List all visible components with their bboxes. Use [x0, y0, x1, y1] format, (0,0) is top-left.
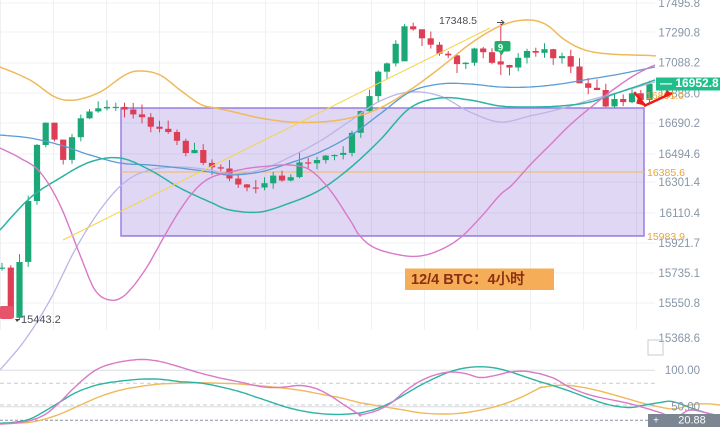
svg-text:15550.8: 15550.8 [658, 298, 700, 310]
svg-text:50.00: 50.00 [671, 402, 700, 414]
svg-text:12/4 BTC：4小时: 12/4 BTC：4小时 [411, 271, 525, 288]
svg-text:15735.1: 15735.1 [658, 268, 700, 280]
svg-text:17348.5: 17348.5 [439, 15, 477, 27]
svg-text:15983.9: 15983.9 [647, 231, 685, 243]
svg-text:17088.2: 17088.2 [658, 58, 700, 70]
svg-text:15368.6: 15368.6 [658, 333, 700, 345]
svg-text:9: 9 [498, 43, 503, 54]
svg-text:— 16952.8: — 16952.8 [660, 76, 719, 90]
svg-text:+: + [653, 416, 659, 427]
svg-text:16690.2: 16690.2 [658, 118, 700, 130]
svg-text:20.88: 20.88 [678, 415, 706, 427]
svg-text:15443.2: 15443.2 [21, 314, 61, 326]
svg-text:17290.8: 17290.8 [658, 28, 700, 40]
svg-text:17495.8: 17495.8 [658, 0, 700, 10]
svg-text:100.00: 100.00 [665, 365, 700, 377]
svg-text:16494.6: 16494.6 [658, 149, 700, 161]
svg-text:16385.6: 16385.6 [647, 167, 685, 179]
svg-text:16110.4: 16110.4 [659, 208, 700, 220]
